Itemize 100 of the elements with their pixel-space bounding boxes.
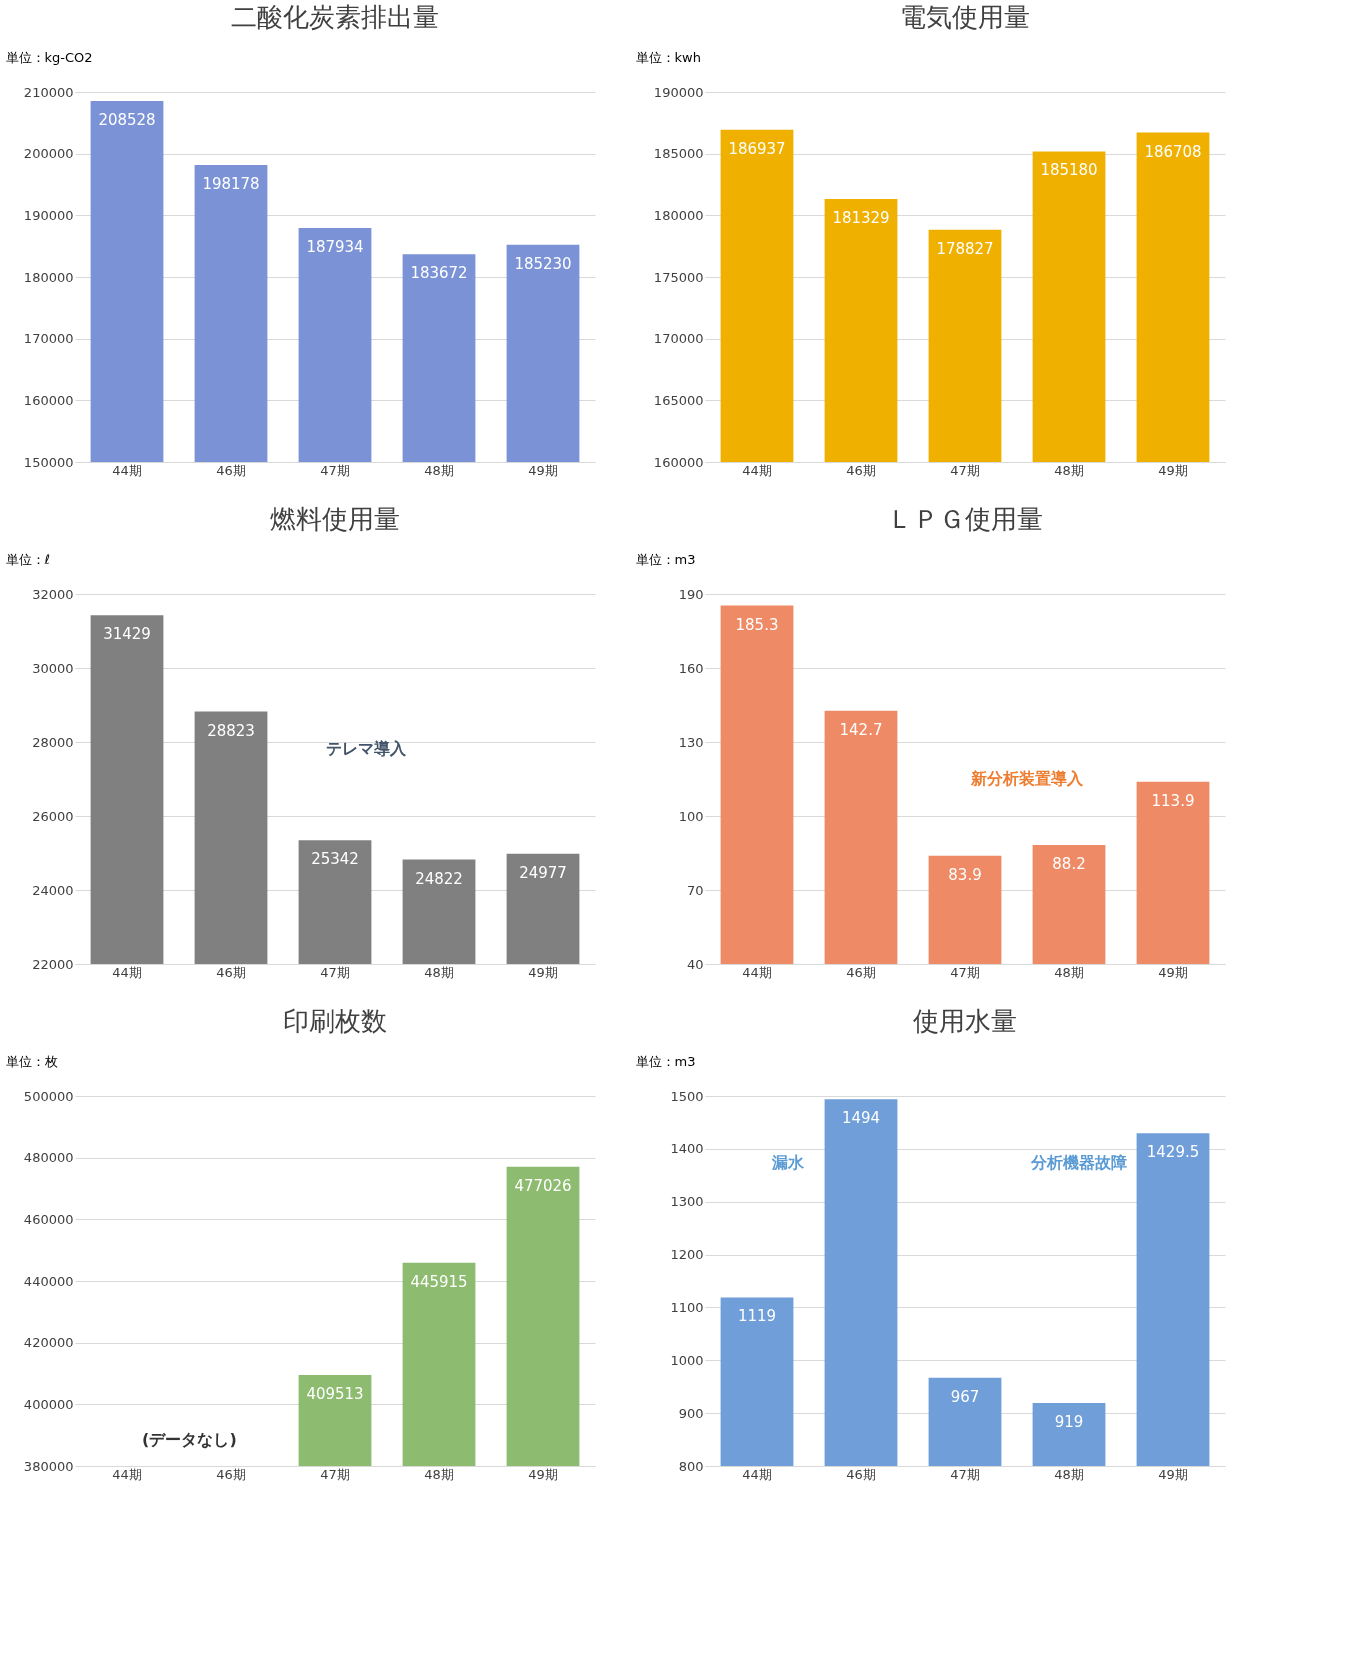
data-label: 31429 (103, 625, 151, 644)
chart-title: ＬＰＧ使用量 (887, 504, 1043, 534)
data-label: 25342 (311, 850, 359, 869)
x-tick-label: 46期 (216, 462, 246, 478)
y-tick-label: 1300 (670, 1194, 704, 1210)
data-label: 187934 (306, 238, 364, 257)
y-tick-label: 200000 (23, 146, 74, 162)
y-tick-label: 900 (678, 1405, 704, 1421)
y-axis-title: 単位：kwh (635, 49, 701, 65)
y-tick-label: 1100 (670, 1299, 704, 1315)
y-tick-label: 24000 (32, 882, 74, 898)
data-label: 28823 (207, 721, 255, 740)
data-label: 186937 (728, 139, 786, 158)
x-tick-label: 47期 (950, 964, 980, 980)
x-tick-label: 47期 (320, 1466, 350, 1482)
chart-title: 使用水量 (913, 1006, 1017, 1036)
x-tick-label: 44期 (742, 1466, 772, 1482)
x-tick-label: 46期 (846, 1466, 876, 1482)
y-tick-label: 40 (686, 956, 704, 972)
y-tick-label: 160 (678, 660, 704, 676)
y-tick-label: 180000 (653, 207, 704, 223)
x-tick-label: 47期 (950, 462, 980, 478)
x-tick-label: 49期 (528, 964, 558, 980)
x-tick-label: 48期 (1054, 1466, 1084, 1482)
x-tick-label: 47期 (950, 1466, 980, 1482)
y-tick-label: 165000 (653, 392, 704, 408)
x-tick-label: 48期 (424, 462, 454, 478)
x-tick-label: 44期 (112, 964, 142, 980)
x-tick-label: 49期 (1158, 462, 1188, 478)
y-tick-label: 400000 (23, 1396, 74, 1412)
data-label: 409513 (306, 1385, 364, 1403)
y-tick-label: 100 (678, 808, 704, 824)
y-tick-label: 420000 (23, 1335, 74, 1351)
data-label: 113.9 (1151, 791, 1195, 810)
data-label: 142.7 (839, 720, 883, 739)
y-axis-title: 単位：kg-CO2 (5, 49, 93, 65)
y-tick-label: 210000 (23, 84, 74, 100)
y-tick-label: 150000 (23, 454, 74, 470)
x-tick-label: 49期 (1158, 964, 1188, 980)
y-tick-label: 22000 (32, 956, 74, 972)
y-tick-label: 30000 (32, 660, 74, 676)
y-tick-label: 180000 (23, 269, 74, 285)
data-label: 198178 (202, 174, 260, 193)
y-tick-label: 190 (678, 586, 704, 602)
annotation: 分析機器故障 (1030, 1152, 1128, 1172)
y-tick-label: 1200 (670, 1247, 704, 1263)
data-label: 185.3 (735, 615, 779, 634)
annotation: (データなし) (142, 1430, 237, 1450)
x-tick-label: 49期 (1158, 1466, 1188, 1482)
data-label: 1494 (841, 1109, 881, 1128)
chart-title: 印刷枚数 (283, 1006, 387, 1036)
y-tick-label: 440000 (23, 1273, 74, 1289)
data-label: 83.9 (948, 865, 982, 884)
x-tick-label: 44期 (742, 462, 772, 478)
annotation: 新分析装置導入 (970, 769, 1085, 788)
y-tick-label: 175000 (653, 269, 704, 285)
y-tick-label: 28000 (32, 734, 74, 750)
x-tick-label: 46期 (846, 964, 876, 980)
y-tick-label: 800 (678, 1458, 704, 1474)
data-label: 445915 (410, 1272, 468, 1291)
data-label: 477026 (514, 1176, 572, 1195)
y-tick-label: 500000 (23, 1088, 74, 1104)
data-label: 24977 (519, 863, 567, 882)
data-label: 186708 (1144, 142, 1202, 161)
data-label: 919 (1054, 1413, 1084, 1432)
x-tick-label: 48期 (424, 1466, 454, 1482)
chart-title: 電気使用量 (900, 2, 1030, 32)
data-label: 208528 (98, 111, 156, 130)
y-tick-label: 380000 (23, 1458, 74, 1474)
y-axis-title: 単位：m3 (635, 1053, 696, 1069)
x-tick-label: 47期 (320, 964, 350, 980)
annotation: 漏水 (771, 1152, 806, 1172)
x-tick-label: 44期 (742, 964, 772, 980)
chart-title: 二酸化炭素排出量 (231, 2, 439, 32)
y-tick-label: 480000 (23, 1150, 74, 1166)
x-tick-label: 48期 (1054, 462, 1084, 478)
y-tick-label: 185000 (653, 146, 704, 162)
x-tick-label: 46期 (846, 462, 876, 478)
y-tick-label: 130 (678, 734, 704, 750)
y-tick-label: 190000 (23, 207, 74, 223)
data-label: 183672 (410, 264, 468, 283)
y-tick-label: 1000 (670, 1352, 704, 1368)
data-label: 185230 (514, 254, 572, 273)
y-tick-label: 160000 (653, 454, 704, 470)
x-tick-label: 49期 (528, 462, 558, 478)
data-label: 88.2 (1052, 855, 1086, 874)
y-tick-label: 170000 (23, 331, 74, 347)
y-axis-title: 単位：m3 (635, 551, 696, 567)
y-tick-label: 1400 (670, 1141, 704, 1157)
data-label: 181329 (832, 208, 890, 227)
x-tick-label: 48期 (424, 964, 454, 980)
y-tick-label: 170000 (653, 331, 704, 347)
data-label: 178827 (936, 239, 994, 258)
x-tick-label: 48期 (1054, 964, 1084, 980)
y-tick-label: 1500 (670, 1088, 704, 1104)
data-label: 1119 (737, 1307, 777, 1326)
x-tick-label: 46期 (216, 964, 246, 980)
y-tick-label: 190000 (653, 84, 704, 100)
y-axis-title: 単位：ℓ (5, 551, 50, 567)
y-tick-label: 460000 (23, 1211, 74, 1227)
